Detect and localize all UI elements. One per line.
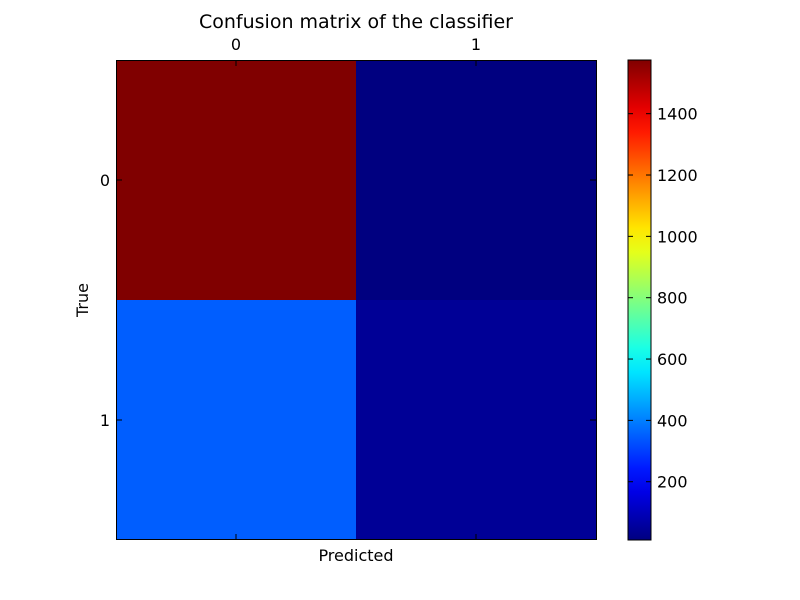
colorbar-tick-label: 1200	[657, 166, 698, 185]
heatmap-cell	[356, 60, 596, 300]
heatmap-cell	[356, 300, 596, 540]
colorbar-tick-label: 200	[657, 473, 688, 492]
colorbar-ticks: 200 400 600 800 1000 1200 1400	[628, 105, 698, 492]
x-tick-label: 1	[471, 35, 481, 54]
y-tick-label: 0	[100, 171, 110, 190]
heatmap-cell	[116, 60, 356, 300]
plot-frame	[116, 60, 597, 540]
x-tick-label: 0	[231, 35, 241, 54]
colorbar-tick-label: 600	[657, 350, 688, 369]
y-axis-label: True	[73, 283, 92, 318]
colorbar-tick-label: 1400	[657, 105, 698, 124]
heatmap-cells	[116, 60, 596, 540]
x-axis-label: Predicted	[318, 546, 393, 565]
chart-title: Confusion matrix of the classifier	[199, 11, 513, 33]
y-tick-label: 1	[100, 411, 110, 430]
colorbar	[627, 59, 652, 541]
colorbar-tick-label: 1000	[657, 227, 698, 246]
heatmap-cell	[116, 300, 356, 540]
colorbar-tick-label: 800	[657, 289, 688, 308]
colorbar-tick-label: 400	[657, 411, 688, 430]
